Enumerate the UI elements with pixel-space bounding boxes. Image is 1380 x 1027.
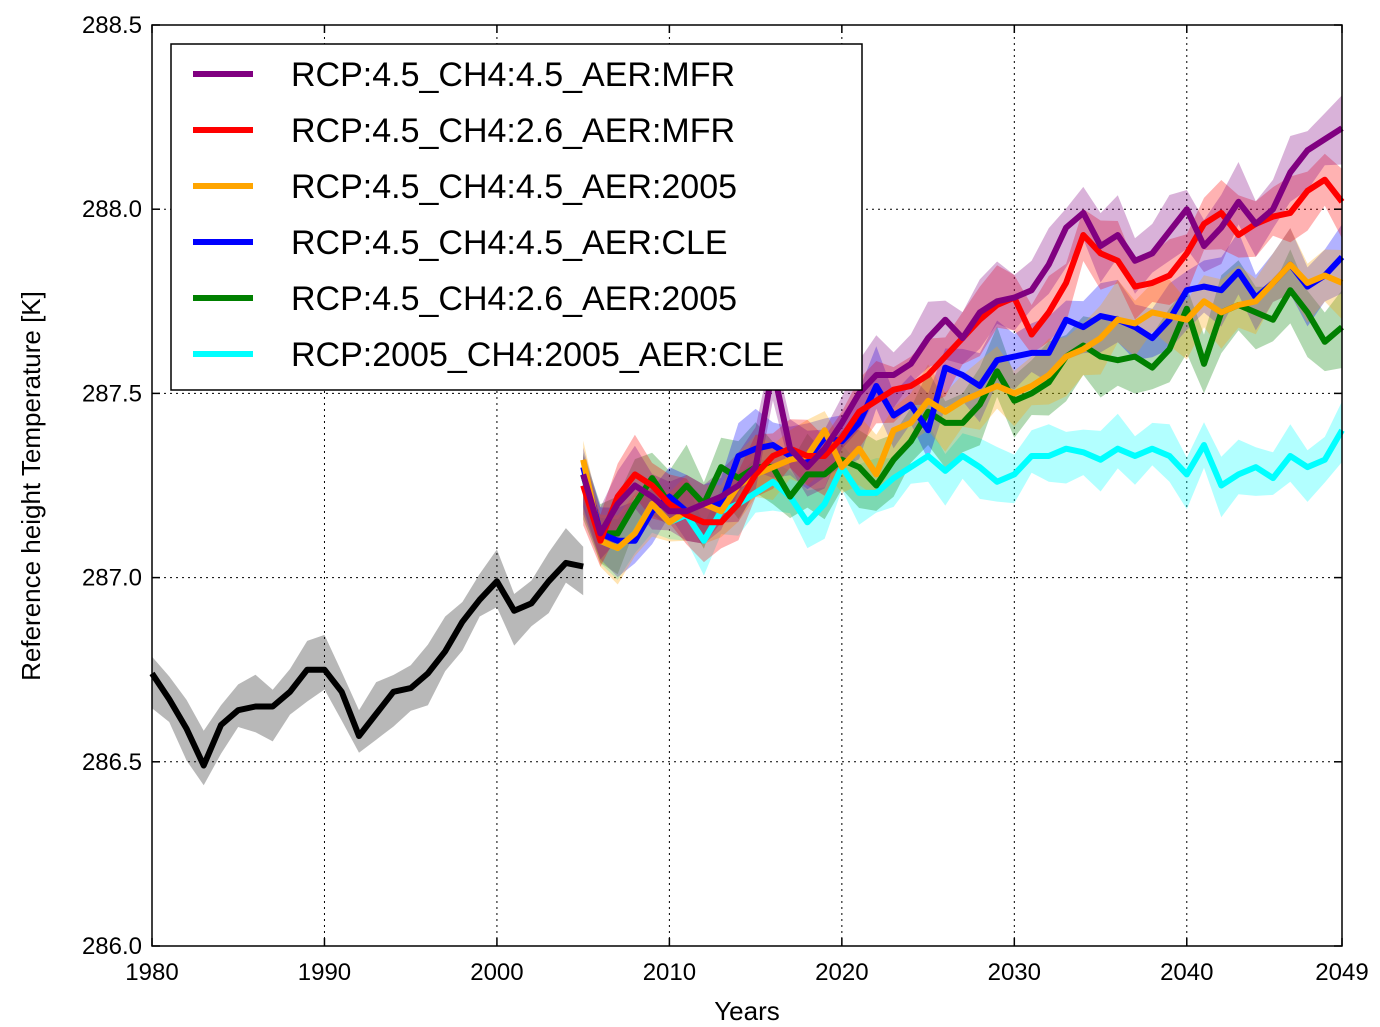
series-0-band <box>583 95 1342 560</box>
y-tick-label: 286.0 <box>82 933 142 960</box>
historical-band <box>152 528 584 786</box>
historical-line <box>149 559 584 769</box>
x-tick-label: 2010 <box>643 959 696 986</box>
series-0-line <box>580 125 1344 537</box>
legend-label-1: RCP:4.5_CH4:2.6_AER:MFR <box>291 112 735 150</box>
series-4-band <box>583 249 1342 575</box>
x-tick-label: 2049 <box>1315 959 1368 986</box>
legend: RCP:4.5_CH4:4.5_AER:MFR RCP:4.5_CH4:2.6_A… <box>170 43 863 391</box>
series-2-band <box>583 228 1342 585</box>
legend-box <box>170 43 863 391</box>
x-axis-label: Years <box>714 996 780 1026</box>
plot-frame <box>151 24 1343 947</box>
series-4-line <box>580 287 1344 537</box>
legend-label-2: RCP:4.5_CH4:4.5_AER:2005 <box>291 168 737 206</box>
series-1-band <box>583 153 1342 567</box>
x-tick-label: 2030 <box>988 959 1041 986</box>
legend-label-0: RCP:4.5_CH4:4.5_AER:MFR <box>291 56 735 94</box>
legend-label-4: RCP:4.5_CH4:2.6_AER:2005 <box>291 280 737 318</box>
series-5-line <box>580 428 1345 552</box>
y-tick-label: 288.5 <box>82 12 142 39</box>
legend-label-3: RCP:4.5_CH4:4.5_AER:CLE <box>291 224 728 262</box>
y-axis-label: Reference height Temperature [K] <box>16 291 46 681</box>
y-tick-label: 287.5 <box>82 380 142 407</box>
y-tick-label: 288.0 <box>82 196 142 223</box>
x-tick-label: 1980 <box>125 959 178 986</box>
legend-label-5: RCP:2005_CH4:2005_AER:CLE <box>291 336 784 374</box>
series-2-line <box>580 261 1344 552</box>
axis-ticks: 1980 1990 2000 2010 2020 2030 2040 2049 286.0 286… <box>82 12 1369 986</box>
x-tick-label: 2000 <box>470 959 523 986</box>
x-tick-label: 2020 <box>815 959 868 986</box>
series-lines <box>149 125 1345 769</box>
x-tick-label: 2040 <box>1160 959 1213 986</box>
y-tick-label: 287.0 <box>82 565 142 592</box>
y-tick-label: 286.5 <box>82 749 142 776</box>
x-tick-label: 1990 <box>298 959 351 986</box>
